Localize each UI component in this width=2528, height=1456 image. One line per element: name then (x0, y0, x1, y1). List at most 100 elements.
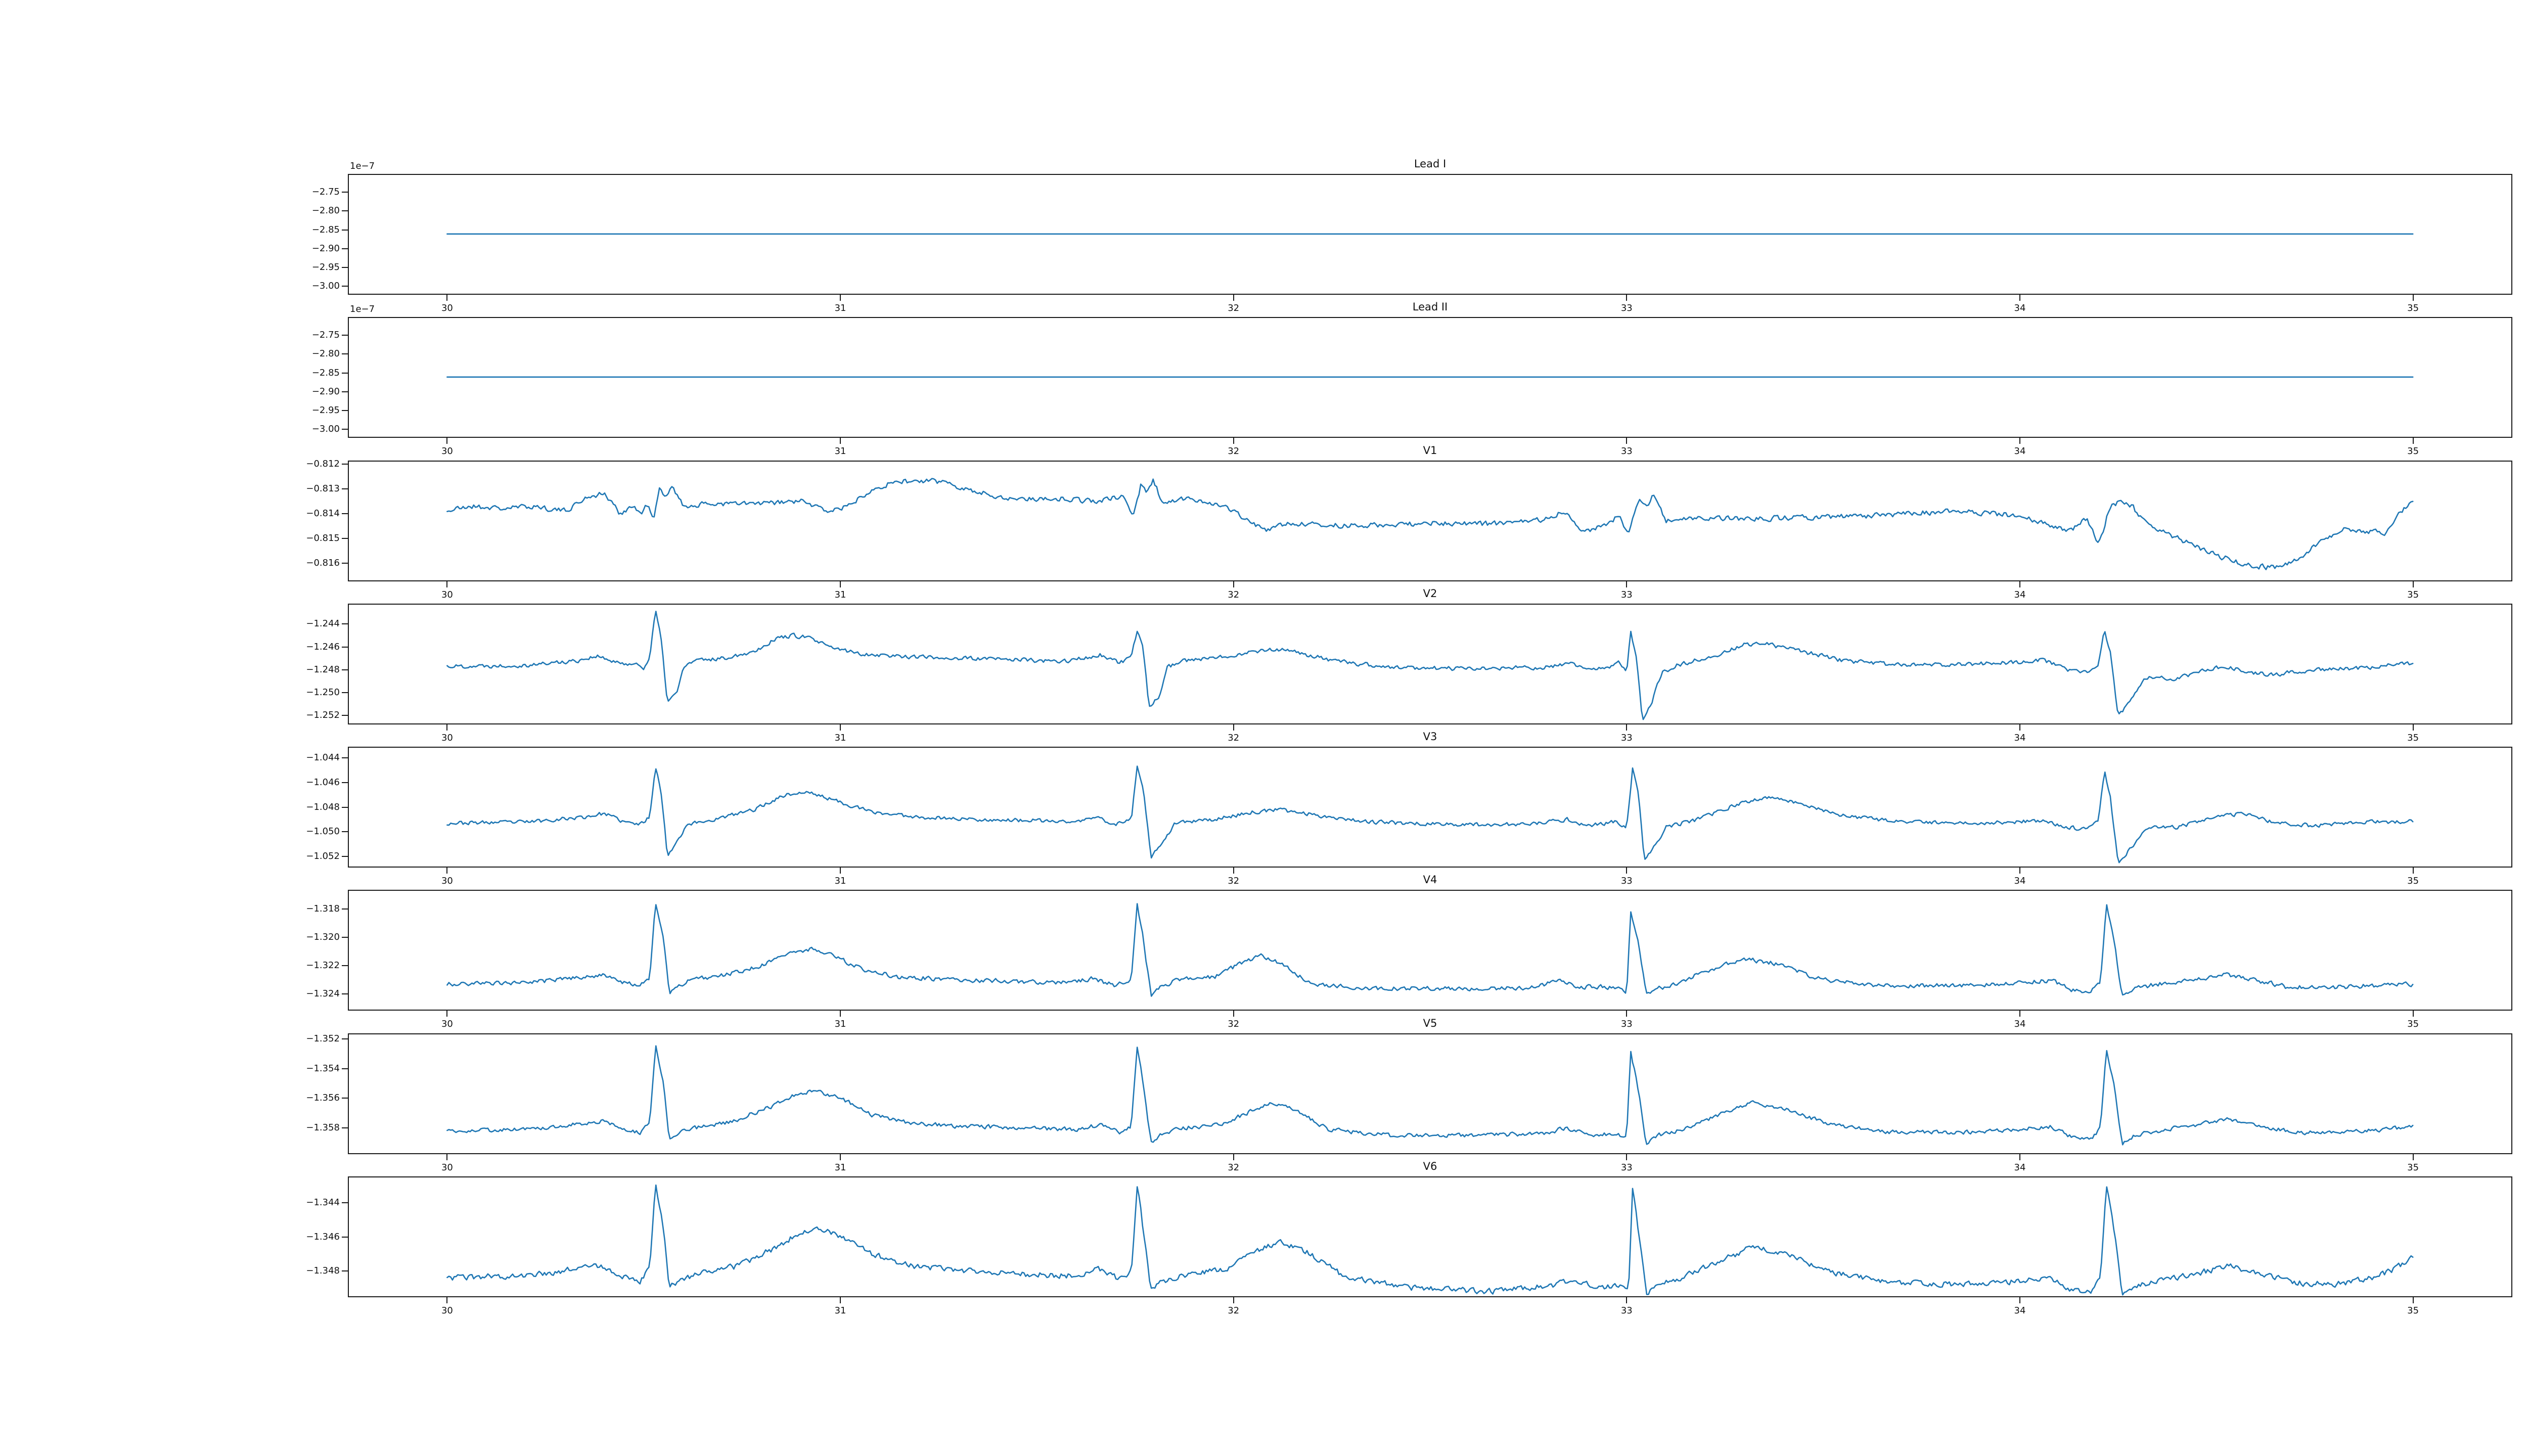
x-tick-mark (1233, 868, 1234, 874)
subplot-title: V2 (1423, 587, 1437, 600)
y-tick-label: −2.95 (311, 261, 340, 272)
x-tick-label: 30 (441, 1019, 453, 1029)
waveform-path-v1 (446, 478, 2414, 570)
subplot-title: Lead II (1412, 301, 1448, 313)
x-tick-label: 31 (834, 1305, 846, 1316)
y-tick-mark (342, 993, 348, 995)
x-tick-mark (1626, 1297, 1628, 1303)
x-tick-mark (840, 1297, 841, 1303)
x-tick-label: 31 (834, 876, 846, 886)
y-tick-mark (342, 1127, 348, 1129)
x-tick-label: 35 (2407, 1305, 2419, 1316)
subplot-v2 (348, 604, 2512, 724)
x-tick-mark (2412, 1154, 2414, 1160)
y-tick-label: −1.246 (306, 641, 340, 652)
y-tick-mark (342, 266, 348, 268)
y-tick-mark (342, 908, 348, 910)
x-tick-mark (1626, 581, 1628, 587)
x-tick-mark (2019, 868, 2020, 874)
x-tick-mark (2019, 581, 2020, 587)
x-tick-label: 31 (834, 446, 846, 457)
waveform-line-v6 (446, 1184, 2414, 1296)
subplot-lead-i (348, 174, 2512, 295)
subplot-title: V1 (1423, 444, 1437, 457)
waveform-path-v2 (446, 611, 2414, 720)
x-tick-mark (2412, 581, 2414, 587)
x-tick-label: 32 (1228, 303, 1240, 313)
x-tick-label: 35 (2407, 446, 2419, 457)
y-tick-label: −1.352 (306, 1033, 340, 1044)
x-tick-label: 33 (1620, 1019, 1633, 1029)
waveform-line-lead-i (446, 233, 2414, 235)
y-tick-label: −1.048 (306, 801, 340, 812)
x-tick-mark (1233, 1297, 1234, 1303)
x-tick-mark (1626, 438, 1628, 444)
subplot-v3 (348, 747, 2512, 868)
y-tick-label: −2.85 (311, 224, 340, 235)
x-tick-label: 31 (834, 589, 846, 600)
y-tick-mark (342, 488, 348, 489)
x-tick-mark (1626, 1154, 1628, 1160)
x-tick-mark (1626, 868, 1628, 874)
y-tick-mark (342, 286, 348, 287)
x-tick-label: 35 (2407, 876, 2419, 886)
waveform-path-v6 (446, 1184, 2414, 1296)
y-tick-mark (342, 353, 348, 355)
y-tick-label: −1.244 (306, 618, 340, 629)
y-tick-mark (342, 757, 348, 758)
x-tick-label: 31 (834, 303, 846, 313)
y-tick-mark (342, 782, 348, 783)
y-tick-label: −3.00 (311, 424, 340, 435)
waveform-line-v1 (446, 478, 2414, 570)
x-tick-mark (446, 724, 448, 731)
x-tick-mark (2412, 438, 2414, 444)
x-tick-label: 34 (2014, 446, 2026, 457)
y-tick-label: −1.252 (306, 710, 340, 721)
y-tick-mark (342, 831, 348, 833)
x-tick-label: 30 (441, 733, 453, 743)
subplot-v4 (348, 890, 2512, 1011)
y-tick-mark (342, 1098, 348, 1099)
y-tick-mark (342, 210, 348, 212)
axis-offset-label: 1e−7 (350, 304, 375, 314)
y-tick-label: −1.358 (306, 1122, 340, 1133)
y-tick-mark (342, 1236, 348, 1238)
x-tick-label: 32 (1228, 589, 1240, 600)
y-tick-label: −0.813 (306, 483, 340, 494)
x-tick-label: 35 (2407, 1162, 2419, 1173)
y-tick-mark (342, 715, 348, 716)
x-tick-label: 32 (1228, 1019, 1240, 1029)
y-tick-label: −1.250 (306, 687, 340, 698)
y-tick-mark (342, 623, 348, 625)
x-tick-label: 30 (441, 1305, 453, 1316)
x-tick-mark (840, 1011, 841, 1017)
subplot-v1 (348, 461, 2512, 581)
x-tick-mark (840, 724, 841, 731)
x-tick-mark (2019, 1154, 2020, 1160)
x-tick-mark (446, 1154, 448, 1160)
x-tick-mark (2412, 1011, 2414, 1017)
y-tick-label: −2.80 (311, 205, 340, 216)
x-tick-mark (1233, 581, 1234, 587)
axis-offset-label: 1e−7 (350, 161, 375, 171)
y-tick-mark (342, 1038, 348, 1039)
x-tick-mark (1233, 295, 1234, 301)
y-tick-mark (342, 513, 348, 514)
x-tick-mark (2412, 868, 2414, 874)
y-tick-label: −2.90 (311, 386, 340, 397)
x-tick-label: 34 (2014, 589, 2026, 600)
y-tick-label: −3.00 (311, 281, 340, 292)
x-tick-mark (1626, 1011, 1628, 1017)
waveform-path-v3 (446, 765, 2414, 863)
x-tick-label: 34 (2014, 733, 2026, 743)
x-tick-mark (446, 295, 448, 301)
y-tick-label: −1.346 (306, 1231, 340, 1242)
x-tick-mark (840, 1154, 841, 1160)
y-tick-label: −0.812 (306, 458, 340, 469)
x-tick-label: 34 (2014, 1162, 2026, 1173)
y-tick-label: −0.815 (306, 532, 340, 543)
y-tick-label: −0.814 (306, 508, 340, 519)
x-tick-mark (2019, 724, 2020, 731)
waveform-line-v5 (446, 1045, 2414, 1146)
